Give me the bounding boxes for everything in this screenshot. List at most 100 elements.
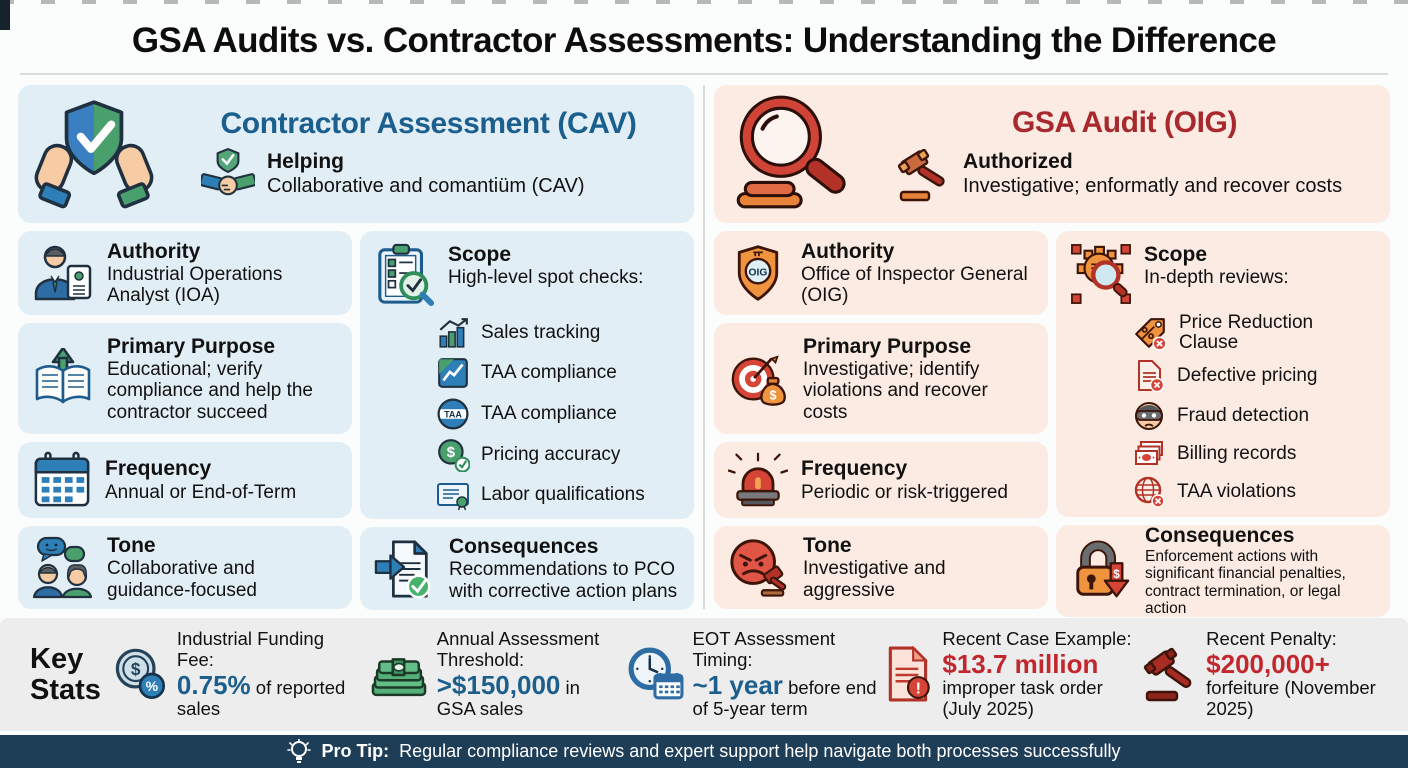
- oig-sub-bold: Authorized: [963, 150, 1073, 174]
- list-item-label: TAA compliance: [481, 403, 617, 425]
- cav-authority-card: Authority Industrial Operations Analyst …: [18, 231, 352, 316]
- card-title: Tone: [803, 533, 852, 557]
- key-stats-bar: Key Stats $ % Industrial Funding Fee: 0.…: [0, 618, 1408, 731]
- stat-industrial-funding-fee: $ % Industrial Funding Fee: 0.75% of rep…: [112, 628, 365, 719]
- card-body: Recommendations to PCO with corrective a…: [449, 559, 678, 602]
- card-title: Primary Purpose: [803, 334, 972, 358]
- stat-text: Annual Assessment Threshold: >$150,000 i…: [436, 628, 623, 719]
- cav-sub-text-block: Helping Collaborative and comantiüm (CAV…: [267, 150, 585, 197]
- clock-calendar-icon: [628, 648, 684, 700]
- oig-subheader: Authorized Investigative; enformatly and…: [897, 146, 1380, 202]
- card-subtitle: High-level spot checks:: [448, 267, 644, 289]
- stat-value: $13.7 million: [942, 649, 1099, 680]
- svg-text:$: $: [1113, 568, 1120, 581]
- cav-authority-text: Authority Industrial Operations Analyst …: [107, 240, 338, 307]
- stat-prefix: Recent Penalty:: [1206, 628, 1337, 650]
- calendar-icon: [34, 451, 90, 507]
- cav-tone-card: Tone Collaborative and guidance-focused: [18, 525, 352, 609]
- oig-column-2: Scope In-depth reviews:: [1056, 231, 1390, 617]
- list-item: Defective pricing: [1132, 358, 1376, 394]
- cav-sub-bold: Helping: [267, 150, 344, 174]
- target-moneybag-icon: $: [731, 355, 786, 406]
- svg-text:%: %: [146, 679, 159, 695]
- card-body: Investigative; identify violations and r…: [803, 358, 988, 423]
- cav-scope-text: Scope High-level spot checks:: [448, 243, 643, 289]
- coin-percent-icon: $ %: [115, 649, 165, 700]
- oig-sub-desc: Investigative; enformatly and recover co…: [963, 174, 1343, 197]
- cav-subheader: Helping Collaborative and comantiüm (CAV…: [201, 147, 684, 201]
- stat-text: EOT Assessment Timing: ~1 year before en…: [692, 628, 881, 719]
- pro-tip-text: Regular compliance reviews and expert su…: [399, 741, 1121, 761]
- money-stack-icon: [371, 658, 427, 697]
- oig-badge-icon: OIG: [737, 245, 779, 301]
- cav-scope-list: Sales tracking TAA compliance: [436, 317, 680, 511]
- card-title: Frequency: [105, 457, 212, 481]
- card-title: Consequences: [449, 535, 599, 558]
- cav-panel: Contractor Assessment (CAV): [18, 85, 694, 611]
- list-item-label: Billing records: [1177, 442, 1297, 464]
- list-item-label: TAA compliance: [481, 362, 617, 384]
- svg-text:$: $: [447, 445, 456, 461]
- card-body: Enforcement actions with significant fin…: [1145, 547, 1346, 618]
- oig-frequency-text: Frequency Periodic or risk-triggered: [801, 457, 1008, 503]
- globe-violation-icon: [1134, 476, 1165, 508]
- list-item-label: Defective pricing: [1177, 364, 1318, 386]
- list-item: TAA compliance: [436, 356, 680, 390]
- card-title: Scope: [1144, 243, 1208, 266]
- stat-suffix: in GSA sales: [436, 676, 580, 719]
- sales-chart-icon: [439, 318, 468, 348]
- oig-scope-card: Scope In-depth reviews:: [1056, 231, 1390, 517]
- cav-scope-card: Scope High-level spot checks:: [360, 231, 694, 519]
- globe-taa-icon: TAA: [437, 398, 469, 430]
- svg-text:OIG: OIG: [749, 268, 768, 279]
- fraud-mask-icon: [1135, 401, 1163, 430]
- list-item: Labor qualifications: [436, 479, 680, 511]
- key-stats-label: Key Stats: [30, 643, 101, 706]
- cav-columns: Authority Industrial Operations Analyst …: [18, 231, 694, 611]
- chart-check-icon: [438, 358, 468, 388]
- stat-recent-case: ! Recent Case Example: $13.7 million imp…: [885, 629, 1138, 719]
- document-alert-icon: !: [889, 646, 931, 702]
- list-item-label: Pricing accuracy: [481, 444, 621, 466]
- clipboard-magnifier-icon: [378, 243, 435, 306]
- stat-value: $200,000+: [1206, 649, 1330, 680]
- title-divider: [20, 73, 1388, 75]
- oig-scope-text: Scope In-depth reviews:: [1144, 243, 1289, 289]
- cav-frequency-text: Frequency Annual or End-of-Term: [105, 457, 296, 503]
- handshake-shield-icon: [201, 148, 255, 196]
- card-title: Scope: [448, 243, 512, 266]
- stat-suffix: improper task order (July 2025): [942, 677, 1103, 719]
- dollar-coin-check-icon: $: [438, 439, 470, 472]
- oig-purpose-text: Primary Purpose Investigative; identify …: [803, 335, 1034, 424]
- document-x-icon: [1138, 359, 1165, 393]
- analyst-id-icon: [34, 245, 92, 301]
- card-body: Educational; verify compliance and help …: [107, 358, 313, 423]
- oig-consequences-text: Consequences Enforcement actions with si…: [1145, 524, 1376, 618]
- oig-frequency-card: Frequency Periodic or risk-triggered: [714, 442, 1048, 518]
- cav-scope-head: Scope High-level spot checks:: [374, 243, 680, 307]
- list-item-label: Fraud detection: [1177, 404, 1310, 426]
- oig-header-card: GSA Audit (OIG) Autho: [714, 85, 1390, 223]
- list-item: Price Reduction Clause: [1132, 313, 1376, 353]
- page-title: GSA Audits vs. Contractor Assessments: U…: [131, 21, 1277, 60]
- panel-divider: [703, 85, 705, 609]
- list-item-label: TAA violations: [1177, 480, 1296, 502]
- oig-sub-text-block: Authorized Investigative; enformatly and…: [963, 150, 1342, 197]
- cav-frequency-card: Frequency Annual or End-of-Term: [18, 442, 352, 518]
- list-item: Fraud detection: [1132, 399, 1376, 433]
- gavel-icon: [897, 148, 945, 202]
- stat-prefix: Annual Assessment Threshold:: [436, 628, 600, 671]
- stat-text: Recent Case Example: $13.7 million impro…: [942, 629, 1138, 719]
- top-edge-artifact: [0, 0, 1408, 4]
- magnifier-stand-icon: [736, 95, 846, 209]
- cav-consequences-card: Consequences Recommendations to PCO with…: [360, 527, 694, 611]
- card-title: Consequences: [1145, 523, 1295, 547]
- stat-prefix: EOT Assessment Timing:: [692, 628, 836, 671]
- oig-scope-head: Scope In-depth reviews:: [1070, 243, 1376, 305]
- oig-tone-text: Tone Investigative and aggressive: [803, 534, 1034, 601]
- list-item-label: Sales tracking: [481, 322, 601, 344]
- certificate-icon: [437, 483, 469, 511]
- cav-purpose-card: Primary Purpose Educational; verify comp…: [18, 323, 352, 435]
- stat-assessment-threshold: Annual Assessment Threshold: >$150,000 i…: [370, 628, 623, 719]
- angry-gavel-icon: [730, 539, 787, 598]
